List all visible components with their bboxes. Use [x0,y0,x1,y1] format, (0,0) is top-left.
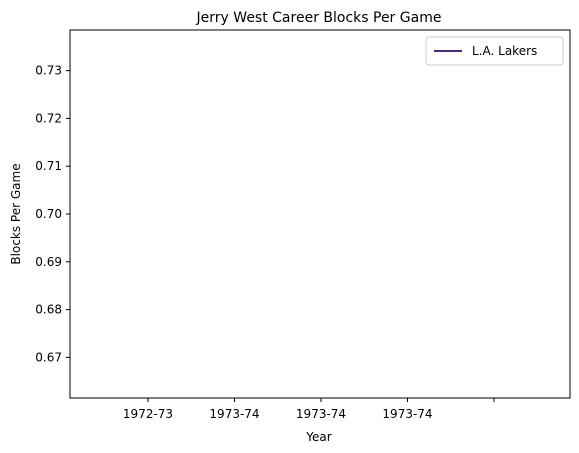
y-tick-label: 0.71 [35,159,62,173]
y-tick-label: 0.69 [35,255,62,269]
y-tick-label: 0.67 [35,350,62,364]
x-axis: 1972-73 1973-74 1973-74 1973-74 [123,398,495,421]
plot-area [69,29,571,399]
y-axis: 0.67 0.68 0.69 0.70 0.71 0.72 0.73 [35,64,70,364]
x-tick-label: 1972-73 [123,407,173,421]
y-axis-label: Blocks Per Game [9,163,23,264]
legend-label: L.A. Lakers [472,44,537,58]
chart-title: Jerry West Career Blocks Per Game [196,10,442,26]
legend-box [425,36,564,66]
y-tick-label: 0.68 [35,303,62,317]
x-axis-label: Year [305,430,331,444]
y-tick-label: 0.73 [35,64,62,78]
y-tick-label: 0.72 [35,111,62,125]
x-tick-label: 1973-74 [209,407,259,421]
legend: L.A. Lakers [425,36,564,66]
x-tick-label: 1973-74 [296,407,346,421]
x-tick-label: 1973-74 [382,407,432,421]
y-tick-label: 0.70 [35,207,62,221]
